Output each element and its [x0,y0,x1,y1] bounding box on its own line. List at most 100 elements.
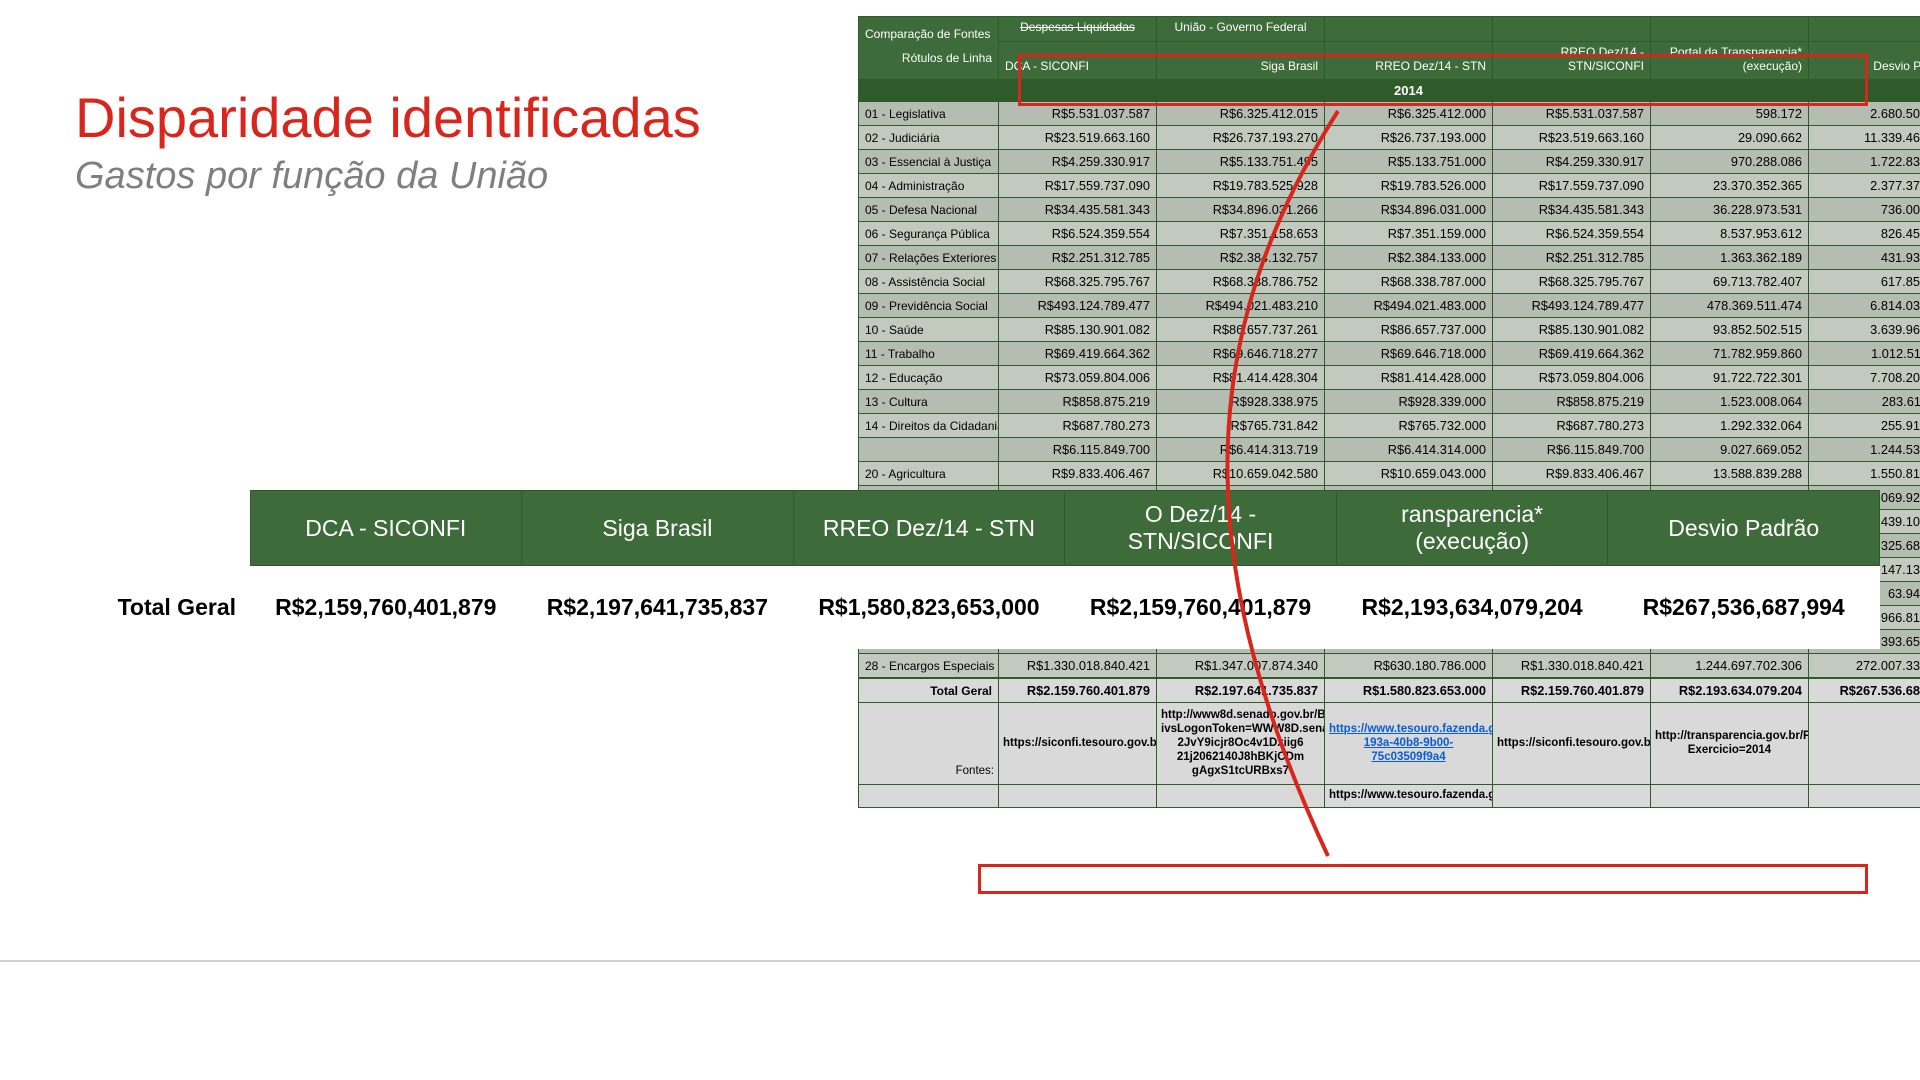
row-value: R$6.115.849.700 [1493,438,1651,462]
row-value: 1.244.697.702.306 [1651,654,1809,679]
row-category: 13 - Cultura [859,390,999,414]
divider-line [0,960,1920,962]
row-category: 11 - Trabalho [859,342,999,366]
table-row: 02 - JudiciáriaR$23.519.663.160R$26.737.… [859,126,1920,150]
page-subtitle: Gastos por função da União [75,155,548,198]
row-value: R$4.259.330.917 [1493,150,1651,174]
totals-v6: R$267,536,687,994 [1608,566,1880,650]
row-value: R$6.414.314.000 [1325,438,1493,462]
row-value: 272.007.333.476 [1809,654,1920,679]
source-3-link[interactable]: https://www.tesouro.fazenda.gov.br/docum… [1329,723,1493,763]
row-value: R$6.325.412.000 [1325,102,1493,126]
row-value: R$68.338.786.752 [1157,270,1325,294]
row-value: R$73.059.804.006 [999,366,1157,390]
table-row: 06 - Segurança PúblicaR$6.524.359.554R$7… [859,222,1920,246]
totals-v3: R$1,580,823,653,000 [793,566,1065,650]
totals-table: DCA - SICONFI Siga Brasil RREO Dez/14 - … [80,490,1880,649]
source-5: http://transparencia.gov.br/PortalFuncoe… [1651,703,1809,785]
source-6 [1809,703,1920,785]
row-value: R$765.731.842 [1157,414,1325,438]
row-value: R$10.659.043.000 [1325,462,1493,486]
row-value: R$5.531.037.587 [1493,102,1651,126]
col-rreo-stn: RREO Dez/14 - STN [1325,41,1493,80]
table-row: 09 - Previdência SocialR$493.124.789.477… [859,294,1920,318]
row-value: 826.452.477 [1809,222,1920,246]
page-title: Disparidade identificadas [75,85,701,150]
row-value: R$6.524.359.554 [1493,222,1651,246]
row-value: R$69.419.664.362 [1493,342,1651,366]
row-value: 2.680.505.393 [1809,102,1920,126]
col-siga: Siga Brasil [1157,41,1325,80]
row-value: R$23.519.663.160 [999,126,1157,150]
totals-h1: DCA - SICONFI [250,491,522,566]
total-c4: R$2.159.760.401.879 [1493,678,1651,703]
header-row-2: DCA - SICONFI Siga Brasil RREO Dez/14 - … [859,41,1920,80]
total-c6: R$267.536.687.994 [1809,678,1920,703]
table-row: 03 - Essencial à JustiçaR$4.259.330.917R… [859,150,1920,174]
row-category: 09 - Previdência Social [859,294,999,318]
totals-h0 [80,491,250,566]
header-rotulos: Rótulos de Linha [865,52,992,66]
total-c1: R$2.159.760.401.879 [999,678,1157,703]
totals-h2: Siga Brasil [522,491,794,566]
row-value: R$81.414.428.000 [1325,366,1493,390]
row-value: 11.339.465.297 [1809,126,1920,150]
row-value: R$2.251.312.785 [999,246,1157,270]
row-category: 20 - Agricultura [859,462,999,486]
row-category: 03 - Essencial à Justiça [859,150,999,174]
col-dca: DCA - SICONFI [999,41,1157,80]
row-value: 617.855.741 [1809,270,1920,294]
total-c2: R$2.197.641.735.837 [1157,678,1325,703]
row-value: 1.722.830.474 [1809,150,1920,174]
row-value: R$494.021.483.000 [1325,294,1493,318]
row-value: R$1.330.018.840.421 [1493,654,1651,679]
row-value: R$4.259.330.917 [999,150,1157,174]
sources-label: Fontes: [859,703,999,785]
row-value: 431.938.817 [1809,246,1920,270]
table-row: R$6.115.849.700R$6.414.313.719R$6.414.31… [859,438,1920,462]
row-value: 71.782.959.860 [1651,342,1809,366]
row-value: R$19.783.525.928 [1157,174,1325,198]
totals-h5: ransparencia* (execução) [1336,491,1608,566]
totals-header: DCA - SICONFI Siga Brasil RREO Dez/14 - … [80,491,1880,566]
row-category: 01 - Legislativa [859,102,999,126]
source-4: https://siconfi.tesouro.gov.br/siconfi/p… [1493,703,1651,785]
sources-row-2: https://www.tesouro.fazenda.gov.br/- [859,785,1920,808]
totals-h4: O Dez/14 - STN/SICONFI [1065,491,1337,566]
table-row: 05 - Defesa NacionalR$34.435.581.343R$34… [859,198,1920,222]
data-table: 2014 Comparação de Fontes Rótulos de Lin… [858,16,1920,808]
row-category: 12 - Educação [859,366,999,390]
row-value: R$85.130.901.082 [999,318,1157,342]
row-value: R$2.251.312.785 [1493,246,1651,270]
row-value: R$6.325.412.015 [1157,102,1325,126]
table-row: 13 - CulturaR$858.875.219R$928.338.975R$… [859,390,1920,414]
row-value: R$10.659.042.580 [1157,462,1325,486]
header-comp: Comparação de Fontes [865,28,992,42]
row-value: R$630.180.786.000 [1325,654,1493,679]
highlight-box-2 [978,864,1868,894]
totals-row-label: Total Geral [80,566,250,650]
totals-v1: R$2,159,760,401,879 [250,566,522,650]
row-value: 6.814.033.782 [1809,294,1920,318]
row-value: 1.363.362.189 [1651,246,1809,270]
table-row: 01 - LegislativaR$5.531.037.587R$6.325.4… [859,102,1920,126]
totals-h3: RREO Dez/14 - STN [793,491,1065,566]
header-row-1: Comparação de Fontes Rótulos de Linha De… [859,17,1920,42]
row-value: R$69.646.718.000 [1325,342,1493,366]
row-value: R$86.657.737.261 [1157,318,1325,342]
source-2: http://www8d.senado.gov.br/BOE/BI/logon/… [1157,703,1325,785]
row-value: 255.918.639 [1809,414,1920,438]
header-desp: Despesas Liquidadas [999,17,1157,42]
row-value: 1.523.008.064 [1651,390,1809,414]
source-1: https://siconfi.tesouro.gov.br/siconfi/p… [999,703,1157,785]
table-row: 20 - AgriculturaR$9.833.406.467R$10.659.… [859,462,1920,486]
row-value: 1.244.535.623 [1809,438,1920,462]
row-value: R$86.657.737.000 [1325,318,1493,342]
row-value: R$765.732.000 [1325,414,1493,438]
row-value: R$7.351.159.000 [1325,222,1493,246]
row-value: R$69.646.718.277 [1157,342,1325,366]
row-value: R$17.559.737.090 [1493,174,1651,198]
col-rreo-siconfi: RREO Dez/14 - STN/SICONFI [1493,41,1651,80]
row-value: R$85.130.901.082 [1493,318,1651,342]
table-row: 10 - SaúdeR$85.130.901.082R$86.657.737.2… [859,318,1920,342]
